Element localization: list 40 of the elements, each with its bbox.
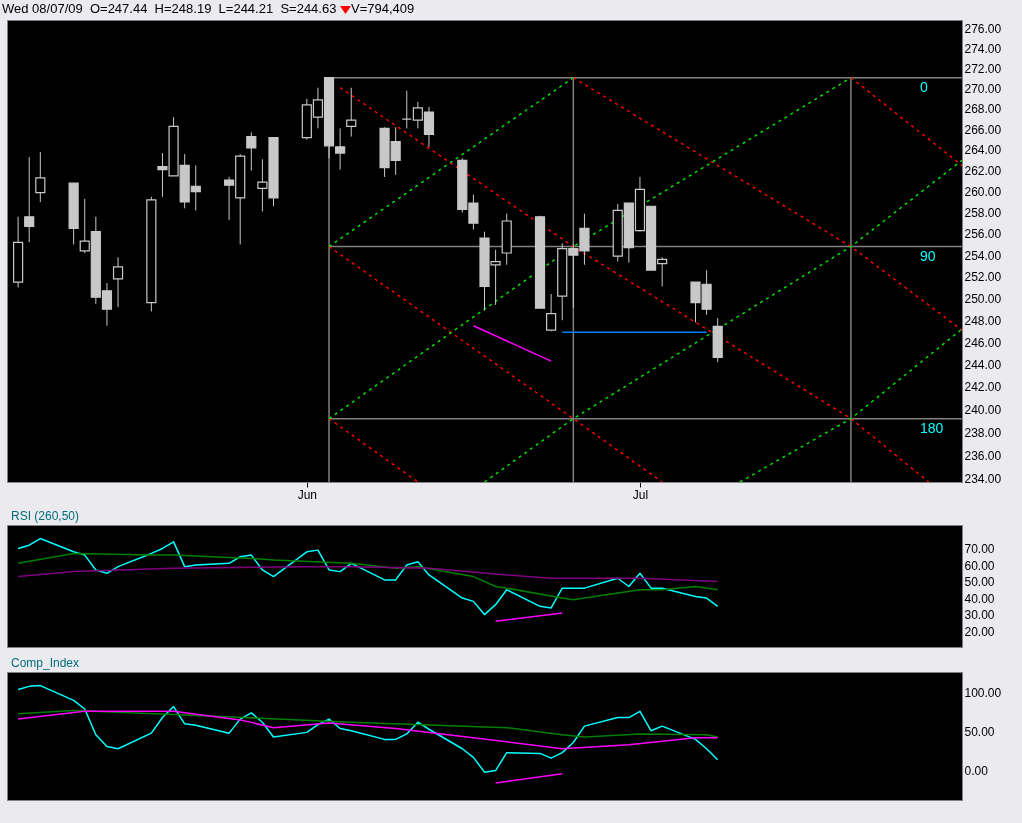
y-tick-label: 260.00	[964, 185, 1002, 200]
y-tick-label: 70.00	[964, 541, 995, 556]
y-tick-label: 276.00	[964, 22, 1002, 37]
y-tick-label: 270.00	[964, 82, 1002, 97]
chart-subtitle: V=794,409	[351, 1, 415, 16]
y-tick-label: 238.00	[964, 425, 1002, 440]
y-tick-label: 50.00	[964, 575, 995, 590]
y-tick-label: 20.00	[964, 624, 995, 639]
y-tick-label: 234.00	[964, 472, 1002, 487]
y-tick-label: 242.00	[964, 380, 1002, 395]
y-tick-label: 244.00	[964, 358, 1002, 373]
y-tick-label: 246.00	[964, 335, 1002, 350]
y-tick-label: 240.00	[964, 403, 1002, 418]
series-label: 0	[920, 78, 928, 95]
series-label: 180	[920, 419, 944, 436]
y-tick-label: 250.00	[964, 291, 1002, 306]
y-tick-label: 272.00	[964, 62, 1002, 77]
y-tick-label: 236.00	[964, 448, 1002, 463]
y-tick-label: 60.00	[964, 558, 995, 573]
y-tick-label: 40.00	[964, 591, 995, 606]
y-tick-label: 274.00	[964, 42, 1002, 57]
chart-title: Wed 08/07/09 O=247.44 H=248.19 L=244.21 S=244.63	[2, 1, 338, 16]
y-tick-label: 268.00	[964, 102, 1002, 117]
chart-title: Comp_Index	[11, 656, 80, 670]
y-tick-label: 258.00	[964, 206, 1002, 221]
y-tick-label: 262.00	[964, 164, 1002, 179]
y-tick-label: 50.00	[964, 725, 995, 740]
y-tick-label: 256.00	[964, 227, 1002, 242]
x-tick-label: Jul	[632, 487, 649, 502]
y-tick-label: 30.00	[964, 608, 995, 623]
y-tick-label: 0.00	[964, 764, 989, 779]
y-tick-label: 266.00	[964, 122, 1002, 137]
chart-title: RSI (260,50)	[11, 509, 80, 523]
y-tick-label: 100.00	[964, 686, 1002, 701]
y-tick-label: 248.00	[964, 313, 1002, 328]
series-label: 90	[920, 247, 936, 264]
x-tick-label: Jun	[297, 487, 318, 502]
y-tick-label: 264.00	[964, 143, 1002, 158]
y-tick-label: 254.00	[964, 248, 1002, 263]
y-tick-label: 252.00	[964, 270, 1002, 285]
